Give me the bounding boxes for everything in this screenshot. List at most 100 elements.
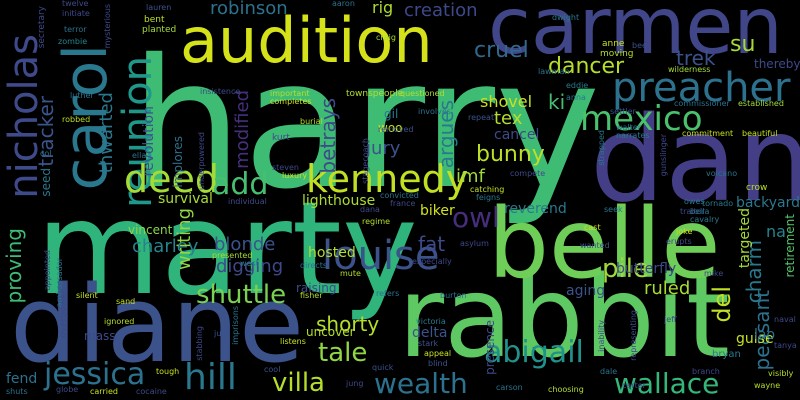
word-questioned: questioned (400, 89, 445, 98)
word-west: west (240, 259, 259, 268)
word-townspeople: townspeople (346, 89, 404, 99)
word-lawman: lawman (538, 67, 570, 76)
word-globe: globe (56, 385, 79, 394)
word-regime: regime (362, 217, 391, 226)
word-kurt: kurt (272, 133, 290, 143)
word-diane: diane (10, 263, 305, 386)
word-insistence: insistence (200, 87, 241, 96)
word-terror: terror (64, 25, 87, 34)
word-convicted: convicted (380, 191, 419, 200)
word-louise: louise (322, 233, 440, 279)
word-quick: quick (372, 363, 394, 372)
word-traitor: traitor (680, 207, 705, 216)
word-woo: woo (378, 121, 403, 135)
word-abigail: abigail (484, 335, 584, 370)
word-initiate: initiate (62, 9, 90, 18)
word-lighthouse: lighthouse (302, 193, 376, 209)
word-marty: marty (36, 175, 418, 324)
word-tanya: tanya (774, 341, 797, 350)
word-lauren: lauren (146, 3, 172, 12)
word-wealth: wealth (374, 367, 468, 400)
word-del: del (708, 286, 736, 323)
word-repeat: repeat (468, 113, 495, 122)
word-gil: gil (384, 107, 399, 121)
word-mysterious: mysterious (103, 4, 112, 49)
word-cavalry: cavalry (690, 215, 720, 224)
word-established: established (738, 99, 784, 108)
word-walter: walter (616, 123, 642, 132)
word-commissioner: commissioner (674, 99, 730, 108)
word-dancer: dancer (548, 54, 625, 79)
word-feigns: feigns (476, 193, 501, 202)
word-na: na (766, 222, 786, 241)
word-hosted: hosted (308, 245, 356, 261)
word-owl: owl (452, 201, 500, 234)
word-modified: modified (232, 90, 253, 169)
word-deed: deed (124, 157, 219, 201)
word-tornado: tornado (702, 199, 734, 208)
word-appointed: appointed (43, 250, 52, 291)
word-dale: dale (600, 367, 618, 376)
word-cool: cool (264, 365, 281, 374)
word-bryan: bryan (712, 349, 741, 360)
word-wilderness: wilderness (668, 65, 711, 74)
word-col: col (40, 149, 52, 158)
word-bee: bee (632, 41, 647, 50)
word-aging: aging (566, 283, 606, 299)
word-involves: involves (418, 107, 451, 116)
word-important: important (270, 89, 310, 98)
word-dwight: dwight (552, 13, 580, 22)
word-presented: presented (212, 251, 253, 260)
word-cancel: cancel (494, 127, 540, 143)
word-belle: belle (488, 188, 721, 300)
word-wanted: wanted (580, 241, 610, 250)
word-ki: ki (548, 90, 566, 114)
word-steven: steven (272, 163, 299, 172)
word-gunslinger: gunslinger (659, 134, 668, 177)
word-aaron: aaron (332, 0, 355, 8)
word-revolution: revolution (141, 106, 157, 177)
word-planted: planted (142, 25, 177, 35)
word-raising: raising (296, 281, 337, 295)
word-stagecoach: stagecoach (361, 138, 370, 184)
word-tough: tough (156, 367, 180, 376)
word-dana: dana (360, 205, 380, 214)
word-carried: carried (90, 387, 118, 396)
word-ella: ella (132, 151, 147, 160)
word-representing: representing (629, 310, 638, 361)
word-strapped: strapped (597, 130, 606, 166)
word-targeted: targeted (737, 208, 753, 269)
word-shuttle: shuttle (196, 280, 287, 310)
word-individual: individual (228, 197, 267, 206)
word-harry: harry (130, 21, 601, 228)
word-vincent: vincent (128, 223, 173, 237)
word-carmen: carmen (488, 0, 783, 72)
word-fisher: fisher (300, 291, 323, 300)
word-shuts: shuts (6, 387, 28, 396)
word-ignored: ignored (104, 317, 135, 326)
word-robbed: robbed (62, 115, 91, 124)
word-pile: pile (602, 254, 649, 284)
word-guise: guise (736, 331, 774, 347)
word-volcano: volcano (706, 169, 738, 178)
word-twelve: twelve (62, 0, 89, 8)
word-secretary: secretary (37, 6, 47, 49)
word-cruel: cruel (474, 38, 529, 63)
word-moving: moving (600, 49, 634, 59)
word-carter: carter (622, 381, 646, 390)
word-zombie: zombie (58, 37, 88, 46)
word-asylum: asylum (460, 239, 489, 248)
word-writing: writing (174, 208, 195, 271)
word-robinson: robinson (210, 0, 288, 19)
word-crow: crow (746, 183, 768, 193)
word-jessica: jessica (44, 357, 146, 392)
word-carson: carson (496, 383, 523, 392)
word-kennedy: kennedy (306, 157, 469, 201)
word-creation: creation (404, 0, 478, 21)
word-dan: dan (590, 90, 800, 228)
word-burial: burial (300, 117, 323, 126)
word-cast: cast (584, 223, 601, 232)
word-owes: owes (684, 197, 705, 206)
word-sand: sand (116, 297, 136, 306)
